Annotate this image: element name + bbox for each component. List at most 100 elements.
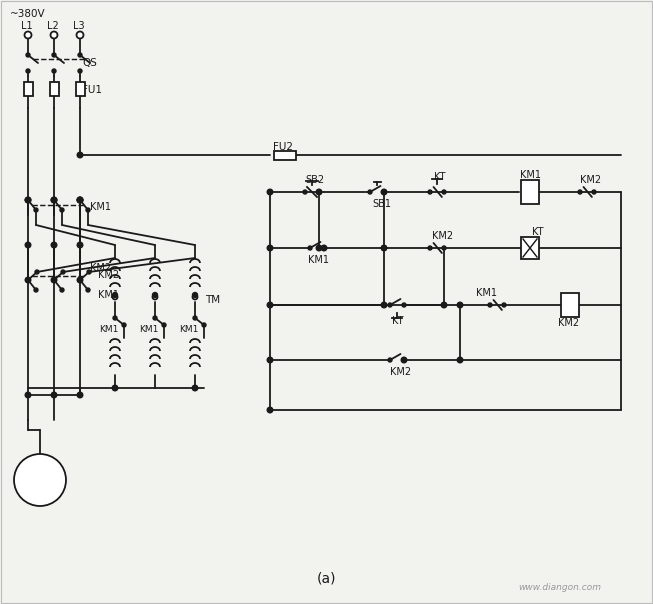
Circle shape xyxy=(112,292,118,298)
Text: (a): (a) xyxy=(316,571,336,585)
Circle shape xyxy=(113,316,117,320)
Circle shape xyxy=(317,190,321,194)
Text: ~380V: ~380V xyxy=(10,9,46,19)
Text: KM1: KM1 xyxy=(476,288,497,298)
Circle shape xyxy=(321,245,326,251)
Text: ~: ~ xyxy=(35,483,45,495)
Circle shape xyxy=(388,303,392,307)
Circle shape xyxy=(402,303,406,307)
Text: L3: L3 xyxy=(73,21,85,31)
Circle shape xyxy=(60,288,64,292)
Circle shape xyxy=(381,245,387,251)
Circle shape xyxy=(26,278,30,282)
Circle shape xyxy=(457,302,463,308)
Text: KM1: KM1 xyxy=(308,255,329,265)
Text: SB2: SB2 xyxy=(305,175,324,185)
Circle shape xyxy=(592,190,596,194)
Text: L2: L2 xyxy=(47,21,59,31)
Circle shape xyxy=(77,197,83,203)
Circle shape xyxy=(193,316,197,320)
Circle shape xyxy=(122,323,126,327)
Circle shape xyxy=(382,190,386,194)
Circle shape xyxy=(51,197,57,203)
Circle shape xyxy=(52,69,56,73)
Circle shape xyxy=(25,392,31,398)
Circle shape xyxy=(401,357,407,363)
Circle shape xyxy=(77,152,83,158)
Circle shape xyxy=(25,197,31,203)
Circle shape xyxy=(78,69,82,73)
Bar xyxy=(274,150,296,159)
Circle shape xyxy=(52,53,56,57)
Circle shape xyxy=(52,278,56,282)
Circle shape xyxy=(192,385,198,391)
Circle shape xyxy=(153,295,157,300)
Text: KM2: KM2 xyxy=(580,175,601,185)
Text: KM1: KM1 xyxy=(98,290,119,300)
Circle shape xyxy=(77,242,83,248)
Circle shape xyxy=(77,197,83,203)
Circle shape xyxy=(153,292,157,298)
Circle shape xyxy=(112,385,118,391)
Circle shape xyxy=(381,302,387,308)
Circle shape xyxy=(428,246,432,250)
Circle shape xyxy=(78,53,82,57)
Circle shape xyxy=(267,245,273,251)
Circle shape xyxy=(76,31,84,39)
Bar xyxy=(76,82,84,96)
Circle shape xyxy=(502,303,506,307)
Text: KM2: KM2 xyxy=(558,318,579,328)
Circle shape xyxy=(303,190,307,194)
Circle shape xyxy=(51,197,57,203)
Circle shape xyxy=(51,392,57,398)
Text: www.diangon.com: www.diangon.com xyxy=(518,583,601,593)
Circle shape xyxy=(442,190,446,194)
Circle shape xyxy=(51,277,57,283)
Text: QS: QS xyxy=(82,58,97,68)
Circle shape xyxy=(78,278,82,282)
Circle shape xyxy=(368,190,372,194)
Circle shape xyxy=(193,295,197,300)
Circle shape xyxy=(153,316,157,320)
Text: KM2: KM2 xyxy=(98,270,119,280)
Circle shape xyxy=(442,246,446,250)
Circle shape xyxy=(488,303,492,307)
Text: KM1: KM1 xyxy=(139,326,159,335)
Circle shape xyxy=(388,358,392,362)
Text: FU1: FU1 xyxy=(82,85,102,95)
Bar xyxy=(50,82,59,96)
Circle shape xyxy=(51,242,57,248)
Circle shape xyxy=(77,392,83,398)
Circle shape xyxy=(50,31,57,39)
Text: SB1: SB1 xyxy=(372,199,391,209)
Text: KM1: KM1 xyxy=(90,202,111,212)
Text: L1: L1 xyxy=(21,21,33,31)
Circle shape xyxy=(441,302,447,308)
Text: KM2: KM2 xyxy=(90,263,111,273)
Circle shape xyxy=(402,358,406,362)
Circle shape xyxy=(316,245,322,251)
Bar xyxy=(521,180,539,204)
Circle shape xyxy=(26,53,30,57)
Circle shape xyxy=(316,189,322,195)
Text: KM1: KM1 xyxy=(179,326,199,335)
Bar xyxy=(561,293,579,317)
Circle shape xyxy=(34,208,38,212)
Circle shape xyxy=(267,407,273,413)
Circle shape xyxy=(112,295,118,300)
Circle shape xyxy=(34,288,38,292)
Circle shape xyxy=(26,69,30,73)
Circle shape xyxy=(322,246,326,250)
Circle shape xyxy=(457,357,463,363)
Bar xyxy=(521,237,539,259)
Text: M: M xyxy=(33,469,46,484)
Circle shape xyxy=(267,189,273,195)
Circle shape xyxy=(25,31,31,39)
Circle shape xyxy=(428,190,432,194)
Circle shape xyxy=(25,242,31,248)
Circle shape xyxy=(86,288,90,292)
Circle shape xyxy=(308,246,312,250)
Text: TM: TM xyxy=(205,295,220,305)
Text: KM1: KM1 xyxy=(520,170,541,180)
Circle shape xyxy=(14,454,66,506)
